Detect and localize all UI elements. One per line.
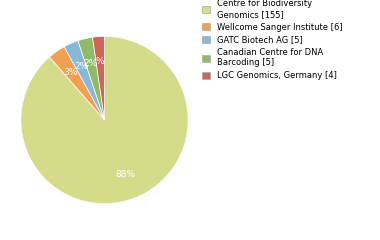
Text: 2%: 2%	[74, 62, 88, 71]
Legend: Centre for Biodiversity
Genomics [155], Wellcome Sanger Institute [6], GATC Biot: Centre for Biodiversity Genomics [155], …	[202, 0, 342, 80]
Wedge shape	[64, 41, 104, 120]
Text: 3%: 3%	[64, 67, 78, 77]
Wedge shape	[78, 37, 104, 120]
Text: 88%: 88%	[115, 170, 135, 179]
Text: 2%: 2%	[84, 59, 98, 68]
Text: %: %	[96, 57, 104, 66]
Wedge shape	[49, 47, 104, 120]
Wedge shape	[21, 36, 188, 204]
Wedge shape	[93, 36, 105, 120]
